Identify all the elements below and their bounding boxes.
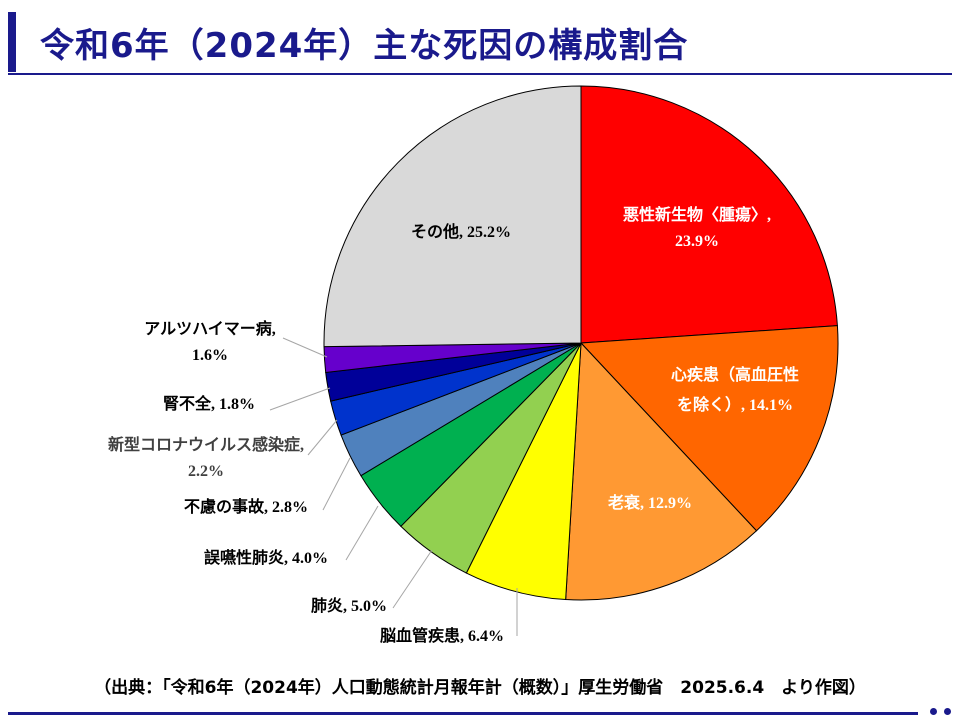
leader-line xyxy=(392,549,433,609)
leader-line xyxy=(269,387,331,411)
slice-label: 肺炎, 5.0% xyxy=(311,596,387,615)
leader-line xyxy=(345,505,379,561)
slice-value: 1.6% xyxy=(192,347,228,364)
leader-line xyxy=(307,419,338,456)
slice-value: 23.9% xyxy=(675,233,719,250)
page-title: 令和6年（2024年）主な死因の構成割合 xyxy=(40,26,689,66)
slice-label: 脳血管疾患, 6.4% xyxy=(380,626,504,645)
slice-label: 老衰, 12.9% xyxy=(607,493,692,512)
leader-line xyxy=(322,457,351,511)
slice-label: 心疾患（高血圧性 xyxy=(671,365,799,384)
title-accent-bar xyxy=(8,12,16,72)
slice-label: 不慮の事故, 2.8% xyxy=(184,497,308,516)
slice-label: 悪性新生物〈腫瘍〉, xyxy=(623,205,771,224)
pie-slice xyxy=(323,85,582,348)
pie-slice xyxy=(579,325,839,532)
leader-line xyxy=(282,337,328,358)
slice-label: 腎不全, 1.8% xyxy=(163,394,255,413)
slice-label: 新型コロナウイルス感染症, xyxy=(108,435,304,454)
title-underline xyxy=(8,73,952,75)
footer-dot xyxy=(930,708,937,715)
bottom-rule xyxy=(8,712,918,715)
slice-label: その他, 25.2% xyxy=(411,222,511,241)
slice-label: アルツハイマー病, xyxy=(144,319,276,338)
pie-slice xyxy=(565,341,758,601)
pie-slice xyxy=(580,85,838,344)
slice-value: 2.2% xyxy=(188,463,224,480)
slice-label: を除く）, 14.1% xyxy=(677,395,793,414)
title-bar: 令和6年（2024年）主な死因の構成割合 xyxy=(0,0,960,78)
footer-dot xyxy=(944,708,951,715)
source-note: （出典：「令和6年（2024年）人口動態統計月報年計（概数）」厚生労働省 202… xyxy=(94,678,866,698)
slice-label: 誤嚥性肺炎, 4.0% xyxy=(204,548,328,567)
